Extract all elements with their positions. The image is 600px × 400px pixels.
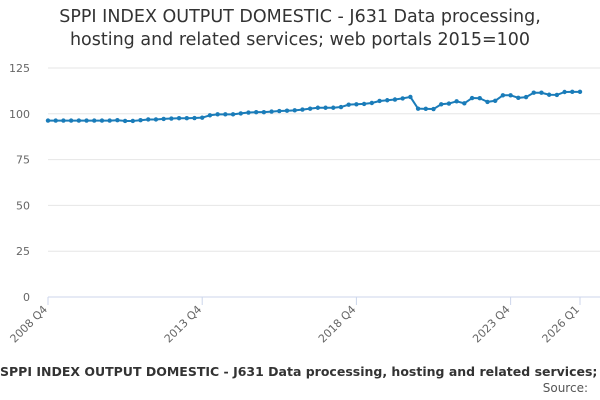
data-point <box>385 98 390 103</box>
data-point <box>531 90 536 95</box>
data-point <box>68 118 74 123</box>
data-point <box>99 118 105 123</box>
data-point <box>292 108 297 113</box>
data-point <box>130 118 136 124</box>
data-point <box>115 118 120 123</box>
data-point <box>61 118 66 123</box>
data-point <box>300 107 305 112</box>
x-tick-label: 2018 Q4 <box>316 303 359 346</box>
data-point <box>554 92 560 98</box>
data-point <box>76 118 82 123</box>
data-point <box>400 96 405 101</box>
data-point <box>122 118 128 124</box>
data-point <box>92 118 97 123</box>
data-point <box>161 116 166 122</box>
chart-title: SPPI INDEX OUTPUT DOMESTIC - J631 Data p… <box>0 6 600 52</box>
data-point <box>446 101 452 106</box>
data-point <box>354 102 359 107</box>
data-point <box>523 94 529 100</box>
y-tick-label: 0 <box>23 291 30 304</box>
data-point <box>562 89 567 95</box>
data-point <box>138 118 143 123</box>
data-point <box>431 106 436 112</box>
data-point <box>577 89 583 95</box>
data-point <box>207 113 213 118</box>
data-point <box>253 109 259 115</box>
data-point <box>546 92 552 97</box>
data-point <box>192 115 197 121</box>
source-credit: Source: <box>542 381 588 395</box>
x-tick-label: 2013 Q4 <box>162 303 205 346</box>
data-point <box>277 108 282 114</box>
data-point <box>415 106 421 111</box>
data-point <box>492 98 498 103</box>
chart-title-line-1: SPPI INDEX OUTPUT DOMESTIC - J631 Data p… <box>59 7 541 27</box>
data-point <box>392 97 398 102</box>
data-point <box>45 118 51 123</box>
data-point <box>107 118 112 123</box>
data-point <box>200 115 205 120</box>
data-point <box>184 115 189 121</box>
data-point <box>169 116 174 121</box>
legend-item[interactable]: SPPI INDEX OUTPUT DOMESTIC - J631 Data p… <box>0 364 600 379</box>
data-point <box>223 112 228 117</box>
data-point <box>361 101 367 107</box>
chart-title-line-2: hosting and related services; web portal… <box>69 30 531 50</box>
x-tick-label: 2023 Q4 <box>470 303 513 346</box>
data-point <box>477 96 482 101</box>
data-point <box>269 109 274 114</box>
data-point <box>315 105 321 110</box>
y-tick-label: 25 <box>16 245 30 258</box>
series-line <box>48 90 580 122</box>
y-tick-label: 125 <box>9 62 30 75</box>
data-point <box>146 117 151 122</box>
data-point <box>323 105 328 110</box>
y-tick-label: 50 <box>16 199 30 212</box>
data-point <box>454 99 459 104</box>
data-point <box>346 102 351 107</box>
x-tick-label: 2008 Q4 <box>8 303 51 346</box>
data-point <box>369 100 375 106</box>
data-point <box>508 93 513 98</box>
data-point <box>331 105 336 110</box>
data-point <box>84 118 89 123</box>
data-point <box>230 112 236 117</box>
data-point <box>153 117 159 122</box>
data-point <box>469 95 475 101</box>
legend[interactable]: SPPI INDEX OUTPUT DOMESTIC - J631 Data p… <box>0 364 600 384</box>
data-point <box>284 108 290 113</box>
data-point <box>377 98 382 104</box>
data-point <box>439 102 444 107</box>
data-point <box>338 104 344 110</box>
data-point <box>408 94 413 100</box>
data-point <box>500 93 506 98</box>
x-tick-label: 2026 Q1 <box>540 303 583 346</box>
data-point <box>307 106 313 111</box>
data-point <box>238 111 243 116</box>
data-point <box>516 95 521 101</box>
data-point <box>176 115 182 121</box>
y-tick-label: 100 <box>9 108 30 121</box>
data-point <box>423 106 428 112</box>
data-point <box>53 118 58 123</box>
data-point <box>485 99 490 105</box>
data-point <box>462 101 467 106</box>
y-tick-label: 75 <box>16 154 30 167</box>
data-point <box>261 109 267 115</box>
data-point <box>246 110 251 115</box>
data-point <box>570 89 575 95</box>
data-point <box>215 112 220 117</box>
data-point <box>539 90 544 95</box>
